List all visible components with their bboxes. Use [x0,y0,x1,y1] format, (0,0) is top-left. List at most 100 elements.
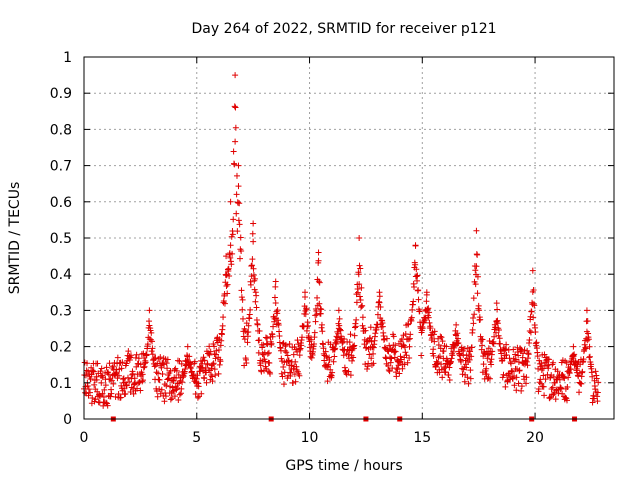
data-point [198,390,205,397]
data-point [227,242,234,249]
data-point [299,334,306,341]
data-point [406,354,413,361]
data-point [453,321,460,328]
data-point [435,341,442,348]
data-point [511,372,518,379]
data-point [480,361,487,368]
data-point [221,290,228,297]
data-point [250,220,257,227]
data-point [527,313,534,320]
data-point [316,300,323,307]
data-point [383,335,390,342]
data-point [466,356,473,363]
data-point [245,322,252,329]
data-point [554,368,561,375]
y-tick-label: 0.8 [50,122,72,138]
data-point [325,361,332,368]
data-point [146,307,153,314]
data-point [110,380,117,387]
data-point [111,359,118,366]
data-point [366,351,373,358]
data-point [282,341,289,348]
data-point [126,378,133,385]
data-point [318,321,325,328]
data-point [473,263,480,270]
data-point [108,390,115,397]
data-point [591,395,598,402]
data-point [355,289,362,296]
data-point [583,307,590,314]
data-point [295,341,302,348]
data-point [127,352,134,359]
data-point [90,368,97,375]
data-point [315,249,322,256]
data-point [269,333,276,340]
data-point [472,267,479,274]
data-point [365,360,372,367]
data-point [137,387,144,394]
data-point [510,346,517,353]
data-point [123,360,130,367]
data-point [327,341,334,348]
data-point [464,345,471,352]
data-point [237,234,244,241]
data-point [471,311,478,318]
data-point [211,366,218,373]
data-point [446,377,453,384]
data-point [445,372,452,379]
data-point [436,353,443,360]
data-point [315,278,322,285]
data-point [353,299,360,306]
data-point [455,340,462,347]
data-point [164,365,171,372]
data-point [125,348,132,355]
data-point [515,352,522,359]
data-point [94,360,101,367]
data-point [167,396,174,403]
data-point [226,272,233,279]
data-point [279,373,286,380]
data-point [281,369,288,376]
data-point [495,327,502,334]
data-point [331,353,338,360]
data-point [503,351,510,358]
data-point [431,338,438,345]
data-point [238,294,245,301]
data-point [351,332,358,339]
data-point [249,230,256,237]
data-point [523,374,530,381]
data-point [191,358,198,365]
data-point [530,314,537,321]
data-point [357,265,364,272]
data-point [139,378,146,385]
data-point [403,352,410,359]
data-point [233,210,240,217]
data-point [520,350,527,357]
data-point [419,325,426,332]
y-tick-label: 0.4 [50,267,72,283]
data-point [228,261,235,268]
data-point [376,289,383,296]
data-point [232,72,239,79]
data-point [319,328,326,335]
data-point [392,348,399,355]
data-point [230,148,237,155]
data-point [149,338,156,345]
data-point [211,343,218,350]
data-point [423,298,430,305]
data-point [215,370,222,377]
data-point [264,350,271,357]
data-point [347,331,354,338]
data-point [206,351,213,358]
data-point [232,104,239,111]
data-point [377,304,384,310]
data-point [245,328,252,335]
data-point [426,309,433,316]
data-point [416,308,423,315]
data-point [454,330,461,337]
data-point [415,296,422,303]
data-point [509,375,516,382]
data-point [255,349,262,356]
data-point [192,390,199,397]
